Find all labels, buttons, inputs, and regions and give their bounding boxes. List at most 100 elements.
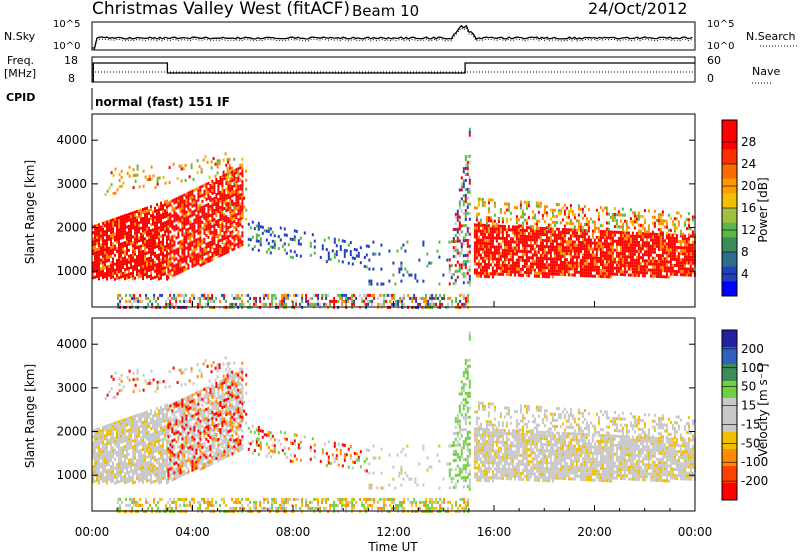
power-cell — [135, 296, 138, 300]
power-cell — [120, 245, 122, 249]
power-cell — [466, 244, 469, 248]
velocity-cell — [150, 427, 152, 431]
power-cell — [152, 267, 154, 271]
power-cell — [464, 260, 467, 263]
power-cell — [637, 268, 640, 271]
power-cell — [458, 239, 461, 243]
velocity-cell — [140, 454, 142, 458]
power-cell — [166, 247, 168, 251]
power-cell — [160, 252, 162, 256]
power-cell — [223, 225, 226, 229]
velocity-cell — [134, 453, 136, 457]
power-cell — [687, 246, 690, 250]
power-cell — [452, 273, 455, 276]
power-cell — [130, 275, 132, 279]
power-cell — [545, 239, 548, 243]
power-cell — [587, 229, 590, 233]
velocity-cell — [134, 450, 136, 454]
power-cell — [511, 249, 514, 253]
power-cell — [677, 246, 680, 250]
power-cell — [499, 236, 502, 240]
power-cell — [253, 245, 256, 249]
power-cell — [454, 245, 457, 249]
power-cell — [136, 222, 138, 226]
power-cell — [371, 302, 374, 306]
velocity-cell — [104, 479, 106, 483]
power-cell — [665, 266, 668, 270]
power-cell — [227, 202, 230, 206]
power-cell — [655, 253, 658, 257]
power-cell — [211, 212, 214, 216]
power-cell — [146, 242, 148, 246]
power-cell — [477, 229, 480, 233]
power-cell — [125, 299, 128, 303]
power-cell — [495, 227, 498, 231]
power-cell — [156, 221, 158, 225]
power-cell — [273, 296, 276, 300]
velocity-cell — [124, 421, 126, 425]
power-cell — [219, 179, 222, 182]
power-cell — [669, 263, 672, 267]
power-cell — [283, 296, 286, 300]
power-cell — [120, 221, 122, 225]
power-cell — [489, 239, 492, 243]
velocity-cell — [142, 475, 144, 478]
power-cell — [122, 271, 124, 275]
velocity-cell — [132, 451, 134, 455]
power-cell — [675, 273, 678, 276]
power-cell — [521, 273, 524, 277]
power-cell — [171, 214, 174, 218]
power-cell — [183, 250, 186, 254]
power-cell — [545, 205, 548, 209]
power-cell — [205, 197, 208, 201]
velocity-cell — [92, 444, 94, 448]
power-cell — [102, 269, 104, 273]
power-cell — [559, 248, 562, 252]
velocity-cell — [144, 411, 146, 415]
power-cell — [481, 232, 484, 236]
power-cell — [132, 186, 135, 190]
velocity-cell — [108, 477, 110, 481]
power-cell — [489, 233, 492, 237]
power-cell — [533, 253, 536, 257]
power-cell — [106, 247, 108, 251]
power-cell — [623, 243, 626, 247]
power-cell — [279, 299, 282, 303]
power-cell — [241, 201, 244, 205]
power-cell — [509, 228, 512, 232]
power-cell — [515, 225, 518, 229]
power-cell — [599, 242, 602, 245]
power-cell — [483, 253, 486, 257]
power-cell — [355, 248, 358, 252]
power-cell — [619, 246, 622, 249]
power-cell — [195, 241, 198, 245]
power-cell — [605, 227, 608, 231]
power-cell — [645, 238, 648, 242]
power-cell — [185, 204, 188, 208]
power-cell — [635, 273, 638, 277]
power-cell — [687, 249, 690, 253]
power-cell — [96, 233, 98, 236]
power-cell — [619, 234, 622, 237]
power-cell — [160, 267, 162, 271]
power-cell — [98, 238, 100, 242]
power-cell — [617, 210, 620, 214]
power-cell — [243, 302, 246, 306]
power-cell — [501, 263, 504, 267]
power-cell — [112, 248, 114, 252]
velocity-cell — [146, 455, 148, 459]
power-cell — [691, 255, 694, 259]
power-cell — [685, 243, 688, 247]
velocity-cell — [134, 432, 136, 436]
power-cell — [130, 272, 132, 276]
velocity-cell — [92, 474, 94, 478]
power-cell — [225, 233, 228, 237]
velocity-cell — [150, 448, 152, 452]
power-cell — [207, 229, 210, 233]
power-cell — [497, 251, 500, 255]
power-cell — [273, 243, 276, 247]
power-cell — [647, 253, 650, 257]
power-cell — [209, 240, 212, 244]
power-cell — [569, 267, 572, 271]
power-cell — [171, 302, 174, 306]
